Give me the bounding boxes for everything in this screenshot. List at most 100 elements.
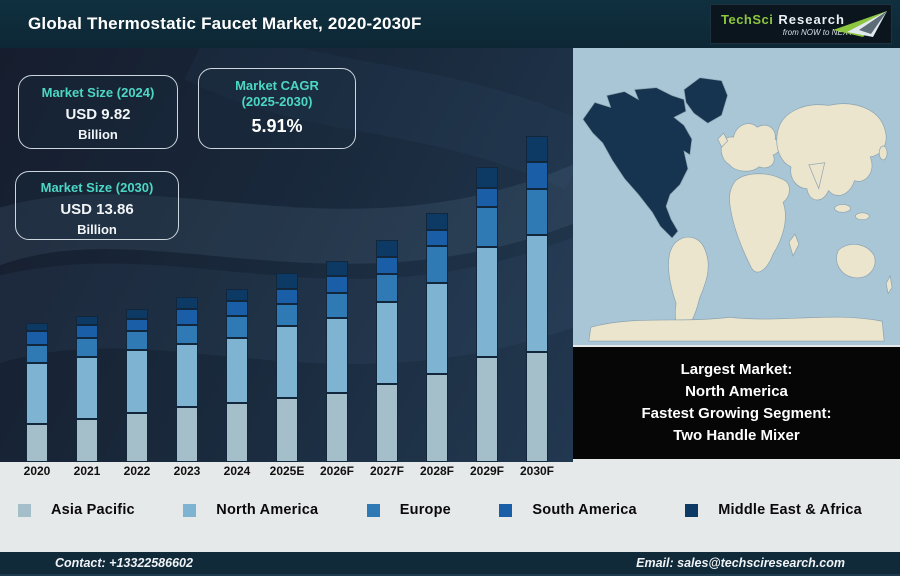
legend-item-south-america: South America xyxy=(499,502,637,518)
bar-segment-europe xyxy=(26,345,48,363)
contact-phone: Contact: +13322586602 xyxy=(55,556,193,570)
bar-2026F xyxy=(326,261,348,462)
page-title: Global Thermostatic Faucet Market, 2020-… xyxy=(28,14,422,33)
logo-tagline: from NOW to NEXT xyxy=(782,28,853,37)
bar-segment-asia-pacific xyxy=(476,357,498,462)
x-axis-label-2026F: 2026F xyxy=(319,464,355,478)
bar-segment-south-america xyxy=(126,319,148,331)
legend-label: Middle East & Africa xyxy=(718,502,862,518)
market-size-2024-unit: Billion xyxy=(78,127,118,143)
market-size-2030-box: Market Size (2030) USD 13.86 Billion xyxy=(15,171,179,240)
bar-segment-asia-pacific xyxy=(376,384,398,462)
world-map xyxy=(573,48,900,345)
bar-segment-europe xyxy=(126,331,148,350)
map-india xyxy=(808,162,826,190)
bottom-strip: 2020 2021 2022 2023 2024 2025E 2026F 2027F 2028F… xyxy=(0,462,900,552)
contact-email: Email: sales@techsciresearch.com xyxy=(636,556,845,570)
bar-segment-south-america xyxy=(376,257,398,274)
header-bar: Global Thermostatic Faucet Market, 2020-… xyxy=(0,0,900,48)
x-axis-label-2020: 2020 xyxy=(23,464,51,478)
bar-segment-europe xyxy=(226,316,248,338)
bar-2030F xyxy=(526,136,548,462)
bar-segment-north-america xyxy=(176,344,198,407)
map-madagascar xyxy=(788,233,800,257)
market-size-2030-unit: Billion xyxy=(77,222,117,238)
map-greenland xyxy=(683,77,728,124)
bar-segment-asia-pacific xyxy=(76,419,98,462)
bar-segment-europe xyxy=(76,338,98,357)
market-size-2024-title: Market Size (2024) xyxy=(41,85,155,100)
x-axis-label-2028F: 2028F xyxy=(419,464,455,478)
bar-segment-asia-pacific xyxy=(426,374,448,462)
x-axis-label-2023: 2023 xyxy=(173,464,201,478)
bar-segment-south-america xyxy=(526,162,548,189)
x-axis-label-2024: 2024 xyxy=(223,464,251,478)
market-cagr-value: 5.91% xyxy=(251,115,303,136)
largest-market-callout: Largest Market: North America Fastest Grow… xyxy=(573,347,900,459)
map-indonesia xyxy=(855,212,870,221)
bar-segment-middle-east-africa xyxy=(526,136,548,162)
bar-segment-south-america xyxy=(476,188,498,207)
bar-segment-south-america xyxy=(276,289,298,304)
legend-swatch xyxy=(499,503,513,517)
bar-segment-middle-east-africa xyxy=(326,261,348,276)
map-uk xyxy=(717,132,729,148)
market-size-2030-title: Market Size (2030) xyxy=(40,180,154,195)
bar-segment-asia-pacific xyxy=(226,403,248,462)
techsci-logo: TechSci Research from NOW to NEXT xyxy=(710,4,892,44)
legend-item-europe: Europe xyxy=(366,502,451,518)
map-new-zealand xyxy=(885,274,893,295)
bar-segment-north-america xyxy=(426,283,448,374)
x-axis-label-2027F: 2027F xyxy=(369,464,405,478)
logo-brand-text: TechSci xyxy=(721,12,774,27)
bar-segment-asia-pacific xyxy=(126,413,148,462)
logo-text-row: TechSci Research xyxy=(721,12,883,27)
bar-segment-south-america xyxy=(326,276,348,293)
bar-2023 xyxy=(176,297,198,462)
bar-2022 xyxy=(126,309,148,462)
bar-segment-north-america xyxy=(376,302,398,384)
bar-segment-middle-east-africa xyxy=(226,289,248,301)
bar-2025E xyxy=(276,273,298,462)
bar-segment-south-america xyxy=(26,331,48,345)
market-size-2024-box: Market Size (2024) USD 9.82 Billion xyxy=(18,75,178,149)
x-axis-label-2029F: 2029F xyxy=(469,464,505,478)
bar-2028F xyxy=(426,213,448,462)
legend-item-asia-pacific: Asia Pacific xyxy=(18,502,135,518)
bar-segment-middle-east-africa xyxy=(176,297,198,309)
bar-segment-asia-pacific xyxy=(326,393,348,462)
bar-segment-middle-east-africa xyxy=(76,316,98,325)
x-axis-label-2022: 2022 xyxy=(123,464,151,478)
market-size-2024-value: USD 9.82 xyxy=(65,106,131,124)
bar-segment-europe xyxy=(276,304,298,326)
bar-segment-north-america xyxy=(276,326,298,398)
bar-segment-south-america xyxy=(426,230,448,246)
bar-segment-south-america xyxy=(76,325,98,338)
map-africa xyxy=(729,173,790,273)
legend-swatch xyxy=(183,503,197,517)
chart-panel: Market Size (2024) USD 9.82 Billion Mark… xyxy=(0,48,573,462)
map-north-america xyxy=(582,87,693,239)
legend-label: Asia Pacific xyxy=(51,502,135,518)
bar-segment-europe xyxy=(526,189,548,235)
bar-segment-south-america xyxy=(226,301,248,316)
bar-segment-europe xyxy=(476,207,498,247)
market-cagr-box: Market CAGR (2025-2030) 5.91% xyxy=(198,68,356,149)
bar-segment-middle-east-africa xyxy=(126,309,148,319)
bar-segment-north-america xyxy=(76,357,98,419)
legend-label: North America xyxy=(216,502,319,518)
legend-item-middle-east-africa: Middle East & Africa xyxy=(685,502,862,518)
bar-2020 xyxy=(26,323,48,462)
bar-segment-north-america xyxy=(226,338,248,403)
bar-2024 xyxy=(226,289,248,462)
bar-segment-asia-pacific xyxy=(526,352,548,462)
bar-segment-middle-east-africa xyxy=(426,213,448,230)
legend-swatch xyxy=(685,503,699,517)
market-cagr-title-line1: Market CAGR xyxy=(235,78,319,93)
bar-segment-south-america xyxy=(176,309,198,325)
bar-segment-north-america xyxy=(326,318,348,393)
bar-2029F xyxy=(476,167,498,462)
bar-2021 xyxy=(76,316,98,462)
bar-segment-europe xyxy=(326,293,348,318)
